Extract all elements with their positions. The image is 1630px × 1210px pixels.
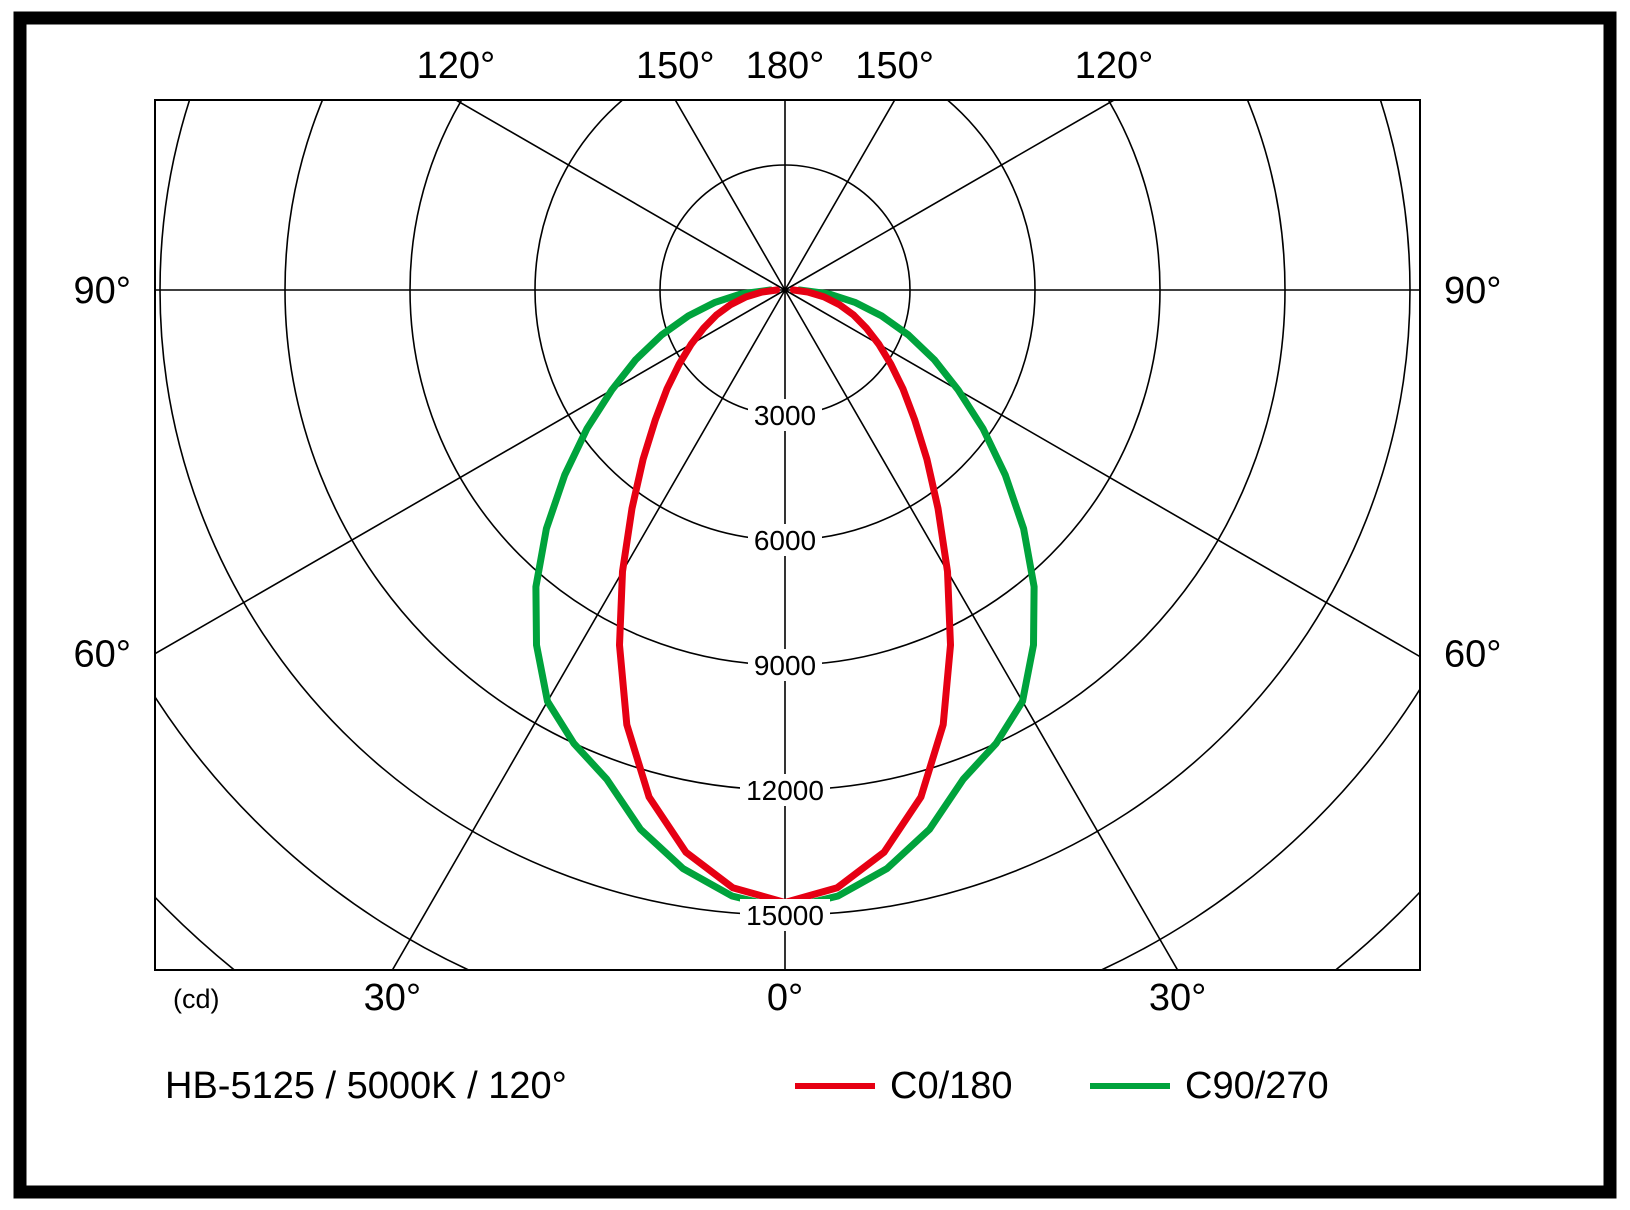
angle-label-top: 180°: [746, 45, 825, 87]
angle-label-top: 150°: [636, 45, 715, 87]
grid-radial: [454, 100, 786, 291]
grid-radial: [155, 289, 786, 655]
ring-label-halo: [748, 399, 822, 431]
angle-label-bottom: 30°: [1149, 977, 1206, 1019]
legend-label-c0-180: C0/180: [890, 1065, 1013, 1107]
ring-label: 12000: [746, 775, 824, 806]
legend-label-c90-270: C90/270: [1185, 1065, 1329, 1107]
angle-label-top: 120°: [417, 45, 496, 87]
ring-label-halo: [748, 649, 822, 681]
plot-frame: [154, 99, 1421, 971]
grid-ring: [155, 890, 1420, 970]
outer-border: [13, 11, 1617, 1199]
angle-label-top: 150°: [855, 45, 934, 87]
angle-label-left: 90°: [74, 270, 131, 312]
grid-radial: [784, 289, 1179, 970]
ring-label-halo: [748, 524, 822, 556]
ring-label: 9000: [754, 650, 816, 681]
unit-label: (cd): [173, 984, 220, 1014]
ring-label: 6000: [754, 525, 816, 556]
grid-radial: [674, 100, 786, 291]
angle-label-bottom: 0°: [767, 977, 803, 1019]
chart-title: HB-5125 / 5000K / 120°: [165, 1065, 567, 1107]
grid-radial: [784, 100, 896, 291]
grid-radial: [784, 100, 1116, 291]
angle-label-bottom: 30°: [364, 977, 421, 1019]
ring-label: 15000: [746, 900, 824, 931]
angle-label-top: 120°: [1075, 45, 1154, 87]
angle-label-left: 60°: [74, 634, 131, 676]
ring-label-halo: [740, 899, 830, 931]
angle-label-right: 60°: [1444, 634, 1501, 676]
ring-label: 3000: [754, 400, 816, 431]
angle-label-right: 90°: [1444, 270, 1501, 312]
ring-label-halo: [740, 774, 830, 806]
grid-radial: [784, 289, 1420, 658]
grid-radial: [391, 289, 786, 970]
